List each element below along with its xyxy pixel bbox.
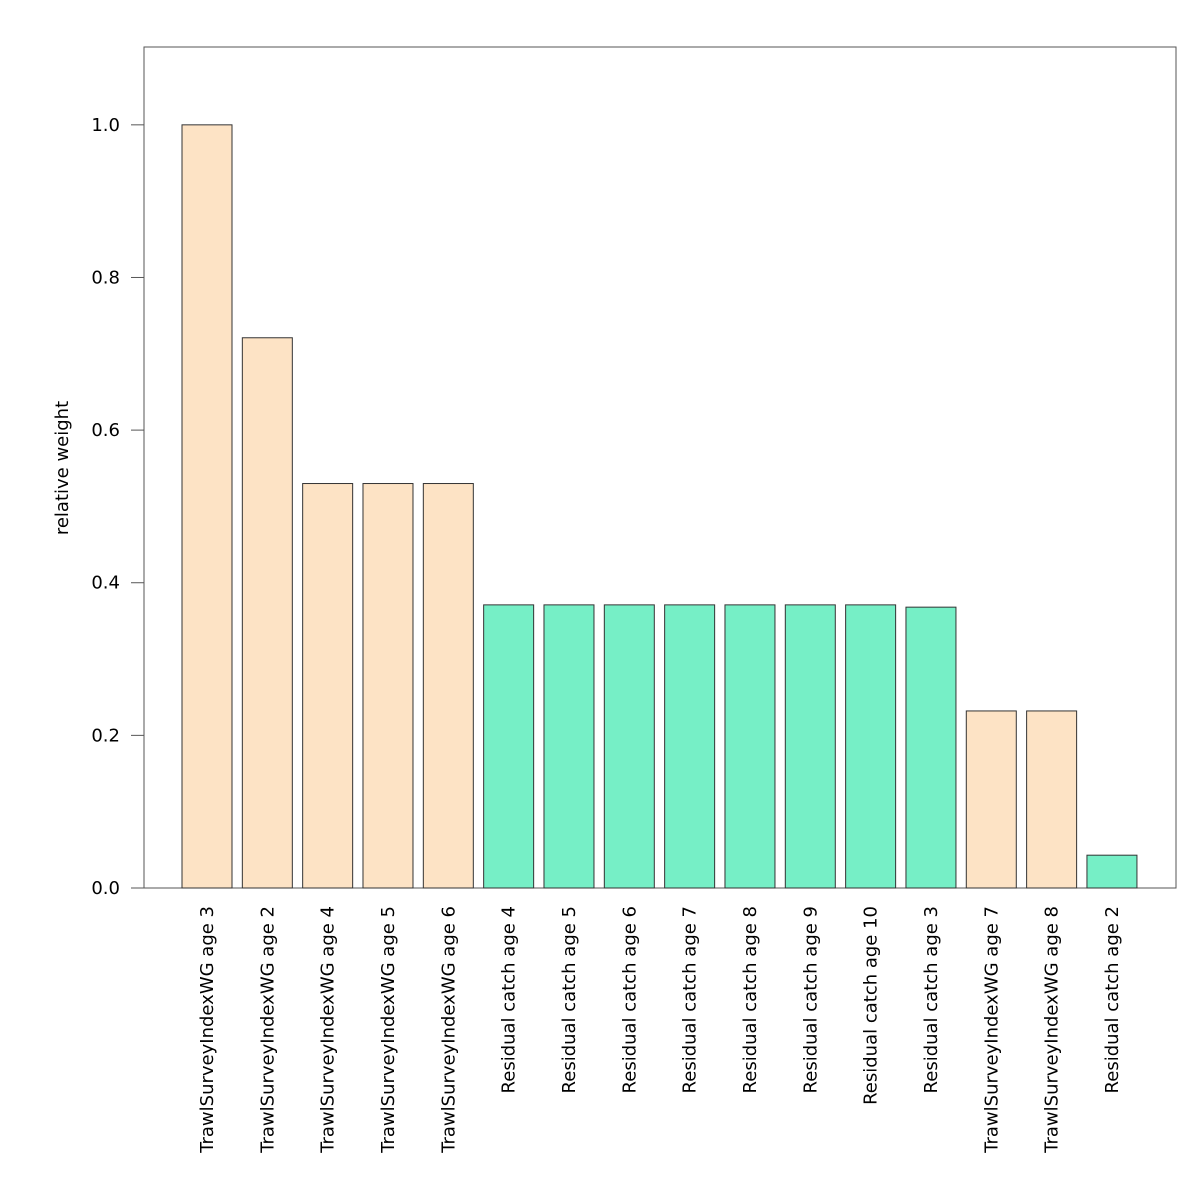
bar [241,337,293,889]
x-tick-label: TrawlSurveyIndexWG age 5 [378,906,399,1154]
bar [362,483,414,889]
bar [845,604,897,889]
x-tick-label: TrawlSurveyIndexWG age 3 [197,906,218,1154]
x-tick-label: TrawlSurveyIndexWG age 8 [1042,906,1063,1154]
x-tick-label: Residual catch age 7 [680,906,701,1093]
x-tick-label: Residual catch age 2 [1102,906,1123,1093]
x-tick-label: Residual catch age 9 [800,906,821,1093]
bar [422,483,474,889]
y-tick-label: 0.6 [91,420,120,441]
x-tick-label: TrawlSurveyIndexWG age 6 [438,906,459,1154]
x-tick-label: TrawlSurveyIndexWG age 7 [981,906,1002,1154]
x-tick-label: TrawlSurveyIndexWG age 4 [318,906,339,1154]
bar [1086,854,1138,889]
y-tick-label: 0.4 [91,573,120,594]
y-axis: 0.0 0.2 0.4 0.6 0.8 1.0 [91,115,145,899]
x-tick-label: Residual catch age 6 [619,906,640,1093]
bar [543,604,595,889]
bar [905,606,957,889]
x-tick-label: Residual catch age 4 [499,906,520,1093]
bar [724,604,776,889]
bar [1026,710,1078,889]
y-tick-label: 1.0 [91,115,120,136]
x-tick-label: TrawlSurveyIndexWG age 2 [257,906,278,1154]
bar [603,604,655,889]
bar [664,604,716,889]
y-tick-label: 0.8 [91,267,120,288]
bar [965,710,1017,889]
plot-frame [143,46,1177,889]
bars [181,124,1138,889]
x-tick-labels: TrawlSurveyIndexWG age 3 TrawlSurveyIndex… [197,906,1123,1154]
y-tick-label: 0.2 [91,725,120,746]
bar [483,604,535,889]
y-tick-label: 0.0 [91,878,120,899]
x-tick-label: Residual catch age 10 [861,906,882,1105]
x-tick-label: Residual catch age 8 [740,906,761,1093]
bar [302,483,354,889]
bar [181,124,233,889]
x-tick-label: Residual catch age 3 [921,906,942,1093]
x-tick-label: Residual catch age 5 [559,906,580,1093]
y-axis-label: relative weight [52,401,73,535]
bar [784,604,836,889]
